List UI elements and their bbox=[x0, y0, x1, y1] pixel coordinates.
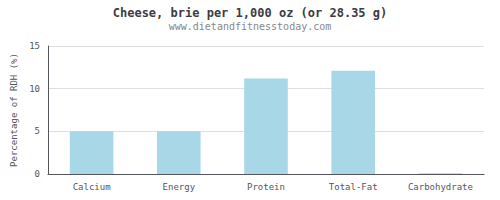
svg-text:Protein: Protein bbox=[247, 182, 285, 192]
svg-text:Energy: Energy bbox=[163, 182, 196, 192]
svg-text:Percentage of RDH (%): Percentage of RDH (%) bbox=[9, 53, 19, 167]
svg-text:Carbohydrate: Carbohydrate bbox=[408, 182, 473, 192]
svg-text:15: 15 bbox=[29, 41, 40, 51]
svg-text:Calcium: Calcium bbox=[73, 182, 111, 192]
svg-text:0: 0 bbox=[35, 169, 40, 179]
svg-text:Total-Fat: Total-Fat bbox=[329, 182, 378, 192]
svg-text:Cheese, brie per 1,000 oz (or: Cheese, brie per 1,000 oz (or 28.35 g) bbox=[113, 6, 388, 20]
svg-text:10: 10 bbox=[29, 84, 40, 94]
svg-text:www.dietandfitnesstoday.com: www.dietandfitnesstoday.com bbox=[169, 21, 332, 32]
svg-text:5: 5 bbox=[35, 126, 40, 136]
